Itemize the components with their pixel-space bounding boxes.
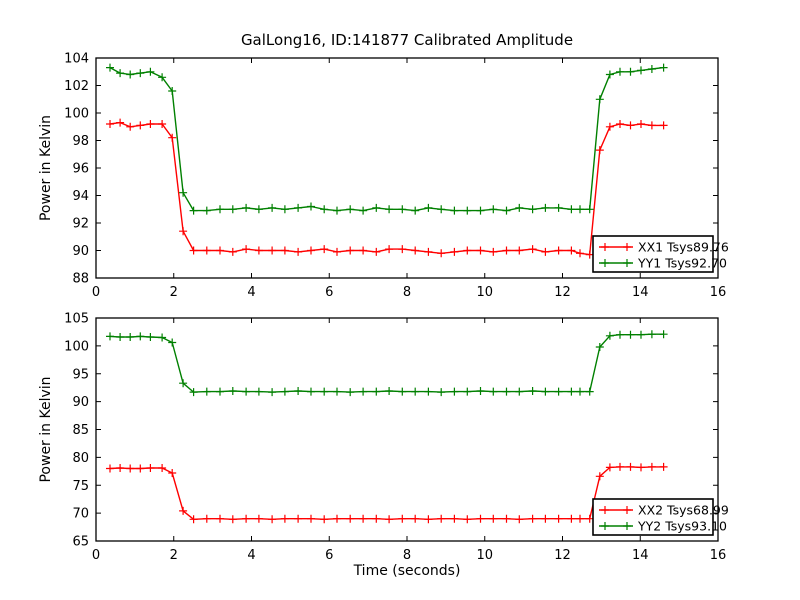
legend-label: YY2 Tsys93.10 xyxy=(637,519,727,534)
x-tick-label: 12 xyxy=(554,285,571,300)
y-tick-label: 70 xyxy=(72,507,89,522)
x-tick-label: 2 xyxy=(170,285,178,300)
x-tick-label: 16 xyxy=(710,285,727,300)
y-tick-label: 95 xyxy=(72,367,89,382)
legend-label: XX1 Tsys89.76 xyxy=(638,240,729,255)
y-tick-label: 90 xyxy=(72,395,89,410)
x-tick-label: 4 xyxy=(247,548,255,563)
legend-label: XX2 Tsys68.99 xyxy=(638,503,729,518)
legend-sample-marker xyxy=(623,243,631,251)
plot-title: GalLong16, ID:141877 Calibrated Amplitud… xyxy=(241,31,573,49)
y-axis-label: Power in Kelvin xyxy=(38,376,54,482)
y-tick-label: 65 xyxy=(72,535,89,550)
x-tick-label: 10 xyxy=(476,548,493,563)
legend-sample-marker xyxy=(623,522,631,530)
legend-box xyxy=(592,498,714,536)
legend-sample-marker xyxy=(601,243,609,251)
y-axis-label: Power in Kelvin xyxy=(38,115,54,221)
legend-sample-marker xyxy=(623,506,631,514)
legend-sample-marker xyxy=(601,506,609,514)
x-tick-label: 0 xyxy=(92,285,100,300)
y-tick-label: 100 xyxy=(64,339,89,354)
x-tick-label: 16 xyxy=(710,548,727,563)
x-tick-label: 10 xyxy=(476,285,493,300)
x-tick-label: 6 xyxy=(325,548,333,563)
y-tick-label: 90 xyxy=(72,244,89,259)
series-line-yy2 xyxy=(109,333,664,393)
y-tick-label: 96 xyxy=(72,162,89,177)
y-tick-label: 80 xyxy=(72,451,89,466)
x-tick-label: 8 xyxy=(403,285,411,300)
y-tick-label: 85 xyxy=(72,423,89,438)
y-tick-label: 92 xyxy=(72,217,89,232)
y-tick-label: 88 xyxy=(72,272,89,287)
y-tick-label: 102 xyxy=(64,79,89,94)
x-tick-label: 14 xyxy=(632,285,649,300)
y-tick-label: 94 xyxy=(72,189,89,204)
legend-sample-marker xyxy=(601,259,609,267)
subplot-1: 0 2 4 6 8 10 12 14 16 88 90 92 94 96 98 100 102 104 XX1 Ts… xyxy=(38,31,729,300)
x-tick-label: 14 xyxy=(632,548,649,563)
series-line-xx2 xyxy=(109,466,664,520)
x-tick-label: 12 xyxy=(554,548,571,563)
series-markers-yy1 xyxy=(106,63,668,215)
series-line-xx1 xyxy=(109,121,664,256)
x-axis-label: Time (seconds) xyxy=(353,563,461,579)
y-tick-label: 100 xyxy=(64,107,89,122)
x-tick-label: 6 xyxy=(325,285,333,300)
x-tick-label: 0 xyxy=(92,548,100,563)
series-markers-xx2 xyxy=(106,462,668,524)
y-tick-label: 98 xyxy=(72,134,89,149)
legend-label: YY1 Tsys92.70 xyxy=(637,256,727,271)
x-tick-label: 4 xyxy=(247,285,255,300)
y-tick-label: 104 xyxy=(64,52,89,67)
y-tick-label: 75 xyxy=(72,479,89,494)
legend-sample-marker xyxy=(623,259,631,267)
legend-box xyxy=(592,235,714,273)
series-markers-xx1 xyxy=(106,118,668,259)
subplot-2: 0 2 4 6 8 10 12 14 16 65 70 75 80 85 90 95 100 105 XX2 Tsy… xyxy=(38,312,729,580)
legend-sample-marker xyxy=(601,522,609,530)
y-tick-label: 105 xyxy=(64,312,89,327)
series-markers-yy2 xyxy=(106,330,668,397)
x-tick-label: 2 xyxy=(170,548,178,563)
x-tick-label: 8 xyxy=(403,548,411,563)
series-line-yy1 xyxy=(109,66,664,212)
